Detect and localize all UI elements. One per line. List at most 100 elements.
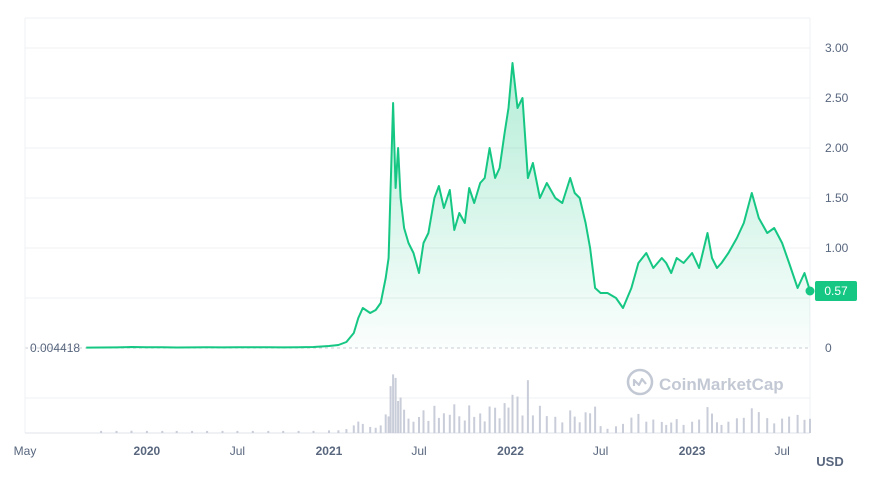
last-price-dot (805, 286, 815, 296)
volume-bar (463, 420, 466, 433)
volume-bar (735, 418, 738, 433)
volume-bar (742, 417, 745, 433)
volume-bar (399, 397, 402, 433)
coinmarketcap-watermark: CoinMarketCap (626, 368, 784, 396)
volume-bar (498, 418, 501, 433)
price-line (86, 62, 811, 349)
volume-bar (660, 421, 663, 433)
volume-bar (599, 426, 602, 433)
start-price-label: 0.004418 (30, 341, 80, 355)
volume-bar (622, 423, 624, 433)
y-tick-label: 3.00 (825, 41, 849, 55)
x-tick-label: Jul (774, 444, 789, 458)
volume-bar (589, 413, 592, 434)
y-tick-label: 2.00 (825, 141, 849, 155)
volume-bar (494, 407, 497, 433)
volume-bar (374, 427, 377, 433)
volume-bar (357, 421, 360, 433)
volume-bar (392, 374, 395, 433)
volume-bar (645, 421, 648, 433)
volume-bar (221, 430, 224, 433)
volume-bar (236, 430, 239, 433)
volume-bar (100, 430, 103, 433)
volume-bar (594, 406, 597, 433)
volume-bar (267, 430, 270, 433)
volume-bar (507, 407, 510, 433)
volume-bar (352, 425, 355, 433)
volume-bar (389, 386, 392, 433)
volume-bar (191, 430, 194, 433)
volume-bar (479, 413, 482, 433)
volume-bar (345, 429, 348, 433)
volume-bar (573, 416, 576, 433)
x-tick-label: 2023 (679, 444, 706, 458)
volume-bar (569, 410, 572, 433)
volume-bar (422, 410, 425, 433)
volume-bar (698, 419, 701, 433)
y-tick-label: 1.00 (825, 241, 849, 255)
currency-label: USD (816, 454, 843, 469)
volume-bar (711, 413, 713, 433)
volume-bar (538, 405, 541, 434)
volume-bar (788, 416, 791, 433)
volume-bar (384, 414, 387, 433)
volume-bar (312, 430, 315, 433)
volume-bar (809, 418, 811, 433)
volume-bar (578, 422, 581, 434)
volume-bar (453, 404, 456, 433)
volume-bar (665, 424, 668, 434)
volume-bar (407, 418, 410, 433)
volume-bar (531, 415, 534, 434)
volume-bar (766, 418, 769, 433)
current-price-label: 0.57 (815, 281, 857, 301)
volume-bar (418, 417, 420, 433)
y-tick-label: 0 (825, 341, 832, 355)
volume-bar (427, 420, 430, 433)
volume-bar (328, 430, 330, 433)
x-tick-label: May (14, 444, 37, 458)
x-tick-label: Jul (230, 444, 245, 458)
current-price-badge (815, 281, 857, 301)
volume-bar (545, 416, 548, 433)
volume-bar (397, 401, 400, 433)
volume-bar (337, 430, 340, 433)
volume-bar (691, 421, 694, 433)
volume-bar (130, 430, 133, 433)
x-tick-label: 2020 (134, 444, 161, 458)
volume-bar (412, 421, 415, 433)
volume-bar (161, 430, 164, 433)
x-tick-label: Jul (593, 444, 608, 458)
volume-bar (526, 380, 529, 433)
volume-bar (361, 423, 364, 433)
volume-bar (473, 416, 476, 433)
volume-bar (757, 412, 760, 433)
volume-bar (442, 413, 445, 433)
volume-bar (682, 424, 685, 434)
volume-bar (803, 419, 806, 434)
volume-bar (606, 428, 609, 433)
volume-bar (706, 407, 709, 433)
x-tick-label: 2022 (497, 444, 524, 458)
volume-bar (750, 408, 753, 433)
x-tick-label: 2021 (316, 444, 343, 458)
volume-bar (251, 430, 254, 433)
volume-bar (297, 430, 300, 433)
axes: 0 1.00 1.50 2.00 2.50 3.00 May 2020 Jul 2021 Jul 20… (14, 41, 849, 458)
volume-bar (458, 416, 461, 434)
volume-bar (521, 415, 524, 433)
volume-bar (394, 377, 397, 434)
volume-bar (511, 394, 514, 433)
volume-bar (615, 426, 617, 434)
volume-bar (488, 406, 491, 433)
volume-bar (206, 430, 209, 433)
volume-bar (369, 426, 372, 434)
volume-bar (675, 419, 678, 433)
volume-bar (561, 422, 564, 433)
volume-bar (796, 414, 799, 433)
volume-bar (584, 412, 587, 434)
volume-bar (773, 423, 776, 433)
volume-bar (554, 416, 557, 433)
x-tick-label: Jul (411, 444, 426, 458)
